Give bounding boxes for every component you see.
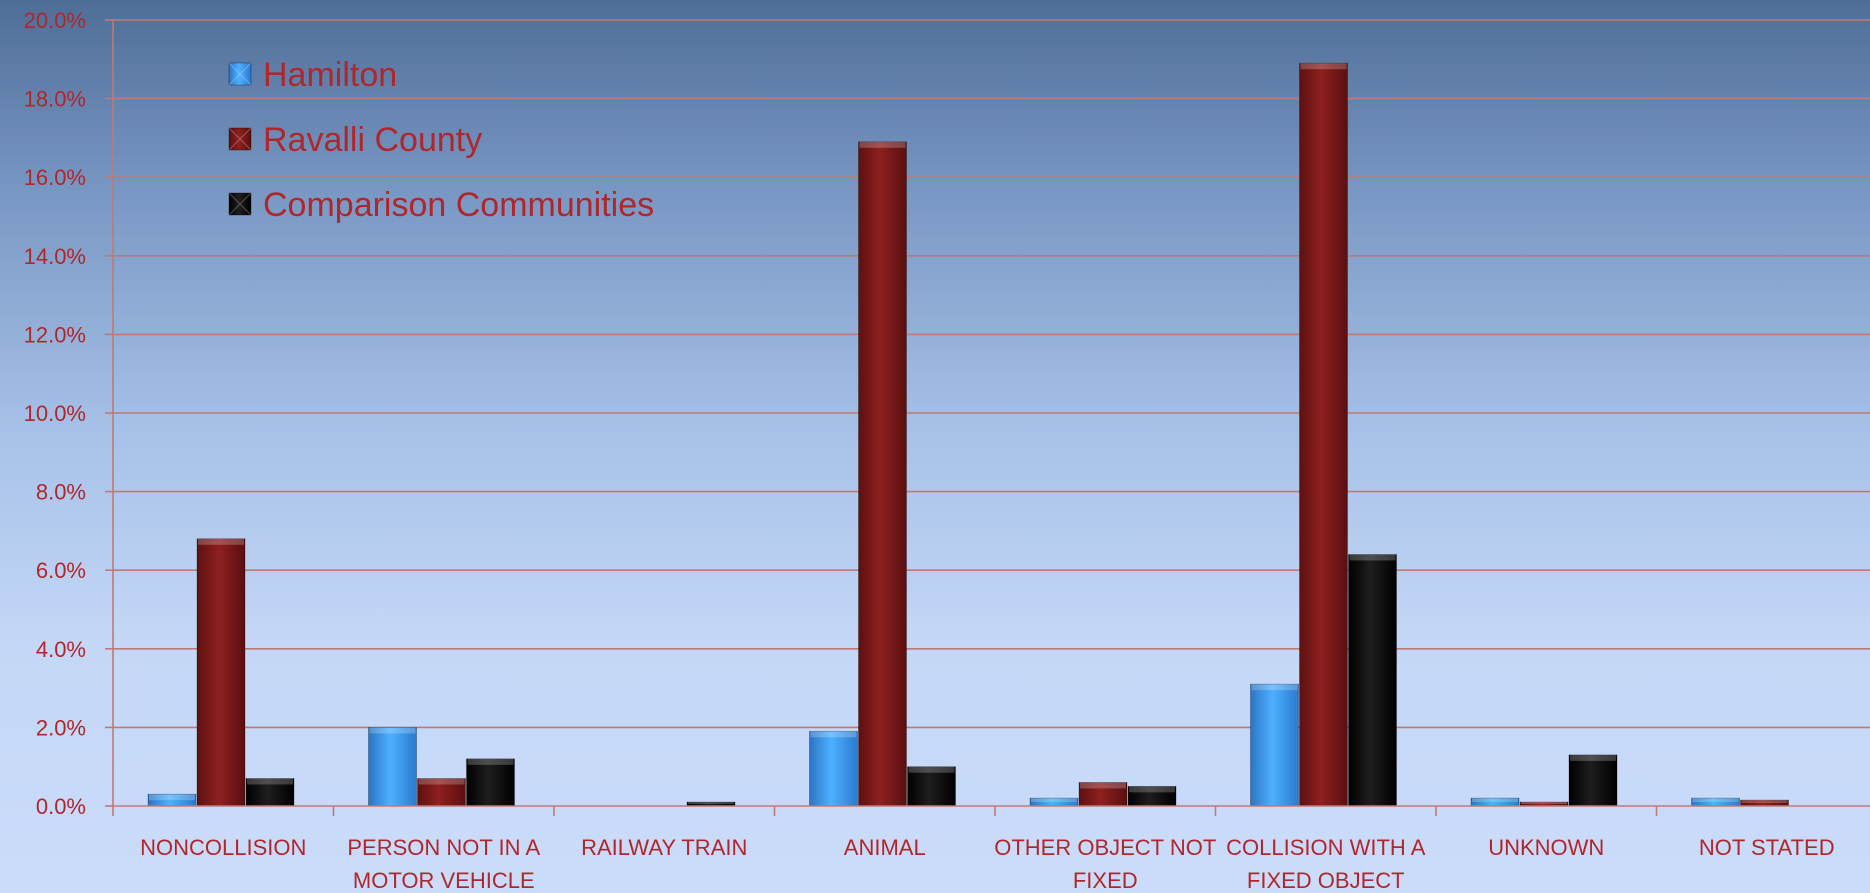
legend-item: Comparison Communities — [228, 186, 654, 224]
bar-body — [1299, 62, 1348, 807]
y-tick-label: 20.0% — [24, 8, 86, 33]
x-category-label: ANIMAL — [844, 835, 926, 860]
y-tick-label: 8.0% — [36, 480, 86, 505]
bar-top-bevel — [467, 758, 514, 765]
bar-comparison-communities — [1127, 785, 1177, 807]
bar-top-bevel — [1300, 63, 1347, 70]
bar-hamilton — [368, 727, 417, 807]
bar-hamilton — [1029, 797, 1079, 807]
legend-swatch — [228, 127, 252, 151]
bar-body — [809, 730, 858, 807]
gridlines — [113, 19, 1870, 729]
bar-top-bevel — [1349, 554, 1396, 561]
bar-hamilton — [147, 793, 197, 807]
x-category-label: NOT STATED — [1699, 835, 1835, 860]
legend: Hamilton Ravalli County Comparison Communi… — [228, 56, 654, 224]
bar-body — [1568, 754, 1618, 807]
bar-comparison-communities — [1348, 554, 1397, 807]
y-tick-label: 14.0% — [24, 244, 86, 269]
y-tick-label: 16.0% — [24, 165, 86, 190]
x-category-label: OTHER OBJECT NOT FIXED — [994, 835, 1216, 893]
bar-body — [466, 758, 515, 807]
y-tick-label: 12.0% — [24, 322, 86, 347]
bar-comparison-communities — [907, 766, 956, 807]
legend-label: Ravalli County — [263, 121, 482, 159]
bar-body — [196, 538, 246, 807]
bar-hamilton — [1470, 797, 1520, 807]
bar-top-bevel — [810, 731, 857, 738]
legend-swatch — [228, 62, 252, 86]
bar-top-bevel — [1129, 786, 1175, 793]
bar-top-bevel — [198, 538, 244, 545]
bar-ravalli-county — [1078, 782, 1128, 807]
legend-swatch-bevel — [228, 62, 252, 86]
bar-body — [1250, 683, 1299, 807]
bar-body — [368, 727, 417, 807]
x-category-label: PERSON NOT IN A MOTOR VEHICLE — [347, 835, 540, 893]
x-category-label: RAILWAY TRAIN — [581, 835, 747, 860]
bar-top-bevel — [1570, 754, 1616, 761]
x-axis-category-labels: NONCOLLISION PERSON NOT IN A MOTOR VEHICLE… — [140, 835, 1834, 893]
bar-body — [858, 141, 907, 807]
legend-label: Hamilton — [263, 56, 397, 94]
bar-top-bevel — [688, 802, 734, 805]
bar-top-bevel — [908, 766, 955, 773]
legend-item: Ravalli County — [228, 121, 482, 159]
bar-ravalli-county — [1740, 799, 1789, 807]
y-tick-label: 2.0% — [36, 715, 86, 740]
x-category-label: UNKNOWN — [1488, 835, 1604, 860]
bar-top-bevel — [247, 778, 293, 785]
bar-top-bevel — [1741, 800, 1788, 804]
bar-top-bevel — [1521, 802, 1567, 805]
bar-hamilton — [1250, 683, 1299, 807]
bar-hamilton — [1691, 797, 1740, 807]
bar-top-bevel — [1080, 782, 1126, 789]
legend-swatch-bevel — [228, 127, 252, 151]
bar-top-bevel — [369, 727, 416, 734]
bar-ravalli-county — [196, 538, 246, 807]
bar-comparison-communities — [466, 758, 515, 807]
bar-ravalli-county — [858, 141, 907, 807]
bar-body — [907, 766, 956, 807]
bar-body — [1348, 554, 1397, 807]
bar-ravalli-county — [417, 778, 466, 807]
bar-top-bevel — [1251, 684, 1298, 691]
y-tick-label: 10.0% — [24, 401, 86, 426]
bar-top-bevel — [1031, 798, 1077, 803]
legend-item: Hamilton — [228, 56, 397, 94]
bar-hamilton — [809, 730, 858, 807]
bars — [147, 62, 1789, 807]
bar-top-bevel — [1472, 798, 1518, 803]
y-tick-label: 4.0% — [36, 637, 86, 662]
legend-swatch-bevel — [228, 192, 252, 216]
y-tick-label: 6.0% — [36, 558, 86, 583]
bar-top-bevel — [1692, 798, 1739, 803]
y-tick-label: 18.0% — [24, 87, 86, 112]
x-category-label: NONCOLLISION — [140, 835, 306, 860]
bar-top-bevel — [149, 794, 195, 801]
bar-comparison-communities — [1568, 754, 1618, 807]
y-tick-label: 0.0% — [36, 794, 86, 819]
bar-ravalli-county — [1299, 62, 1348, 807]
legend-label: Comparison Communities — [263, 186, 654, 224]
axes — [105, 19, 1870, 816]
legend-swatch — [228, 192, 252, 216]
y-axis-tick-labels: 0.0% 2.0% 4.0% 6.0% 8.0% 10.0% 12.0% 14.0% 16.0%… — [24, 8, 86, 819]
bar-body — [245, 778, 295, 807]
bar-comparison-communities — [245, 778, 295, 807]
x-category-label: COLLISION WITH A FIXED OBJECT — [1226, 835, 1426, 893]
bar-top-bevel — [418, 778, 465, 785]
bar-top-bevel — [859, 141, 906, 148]
